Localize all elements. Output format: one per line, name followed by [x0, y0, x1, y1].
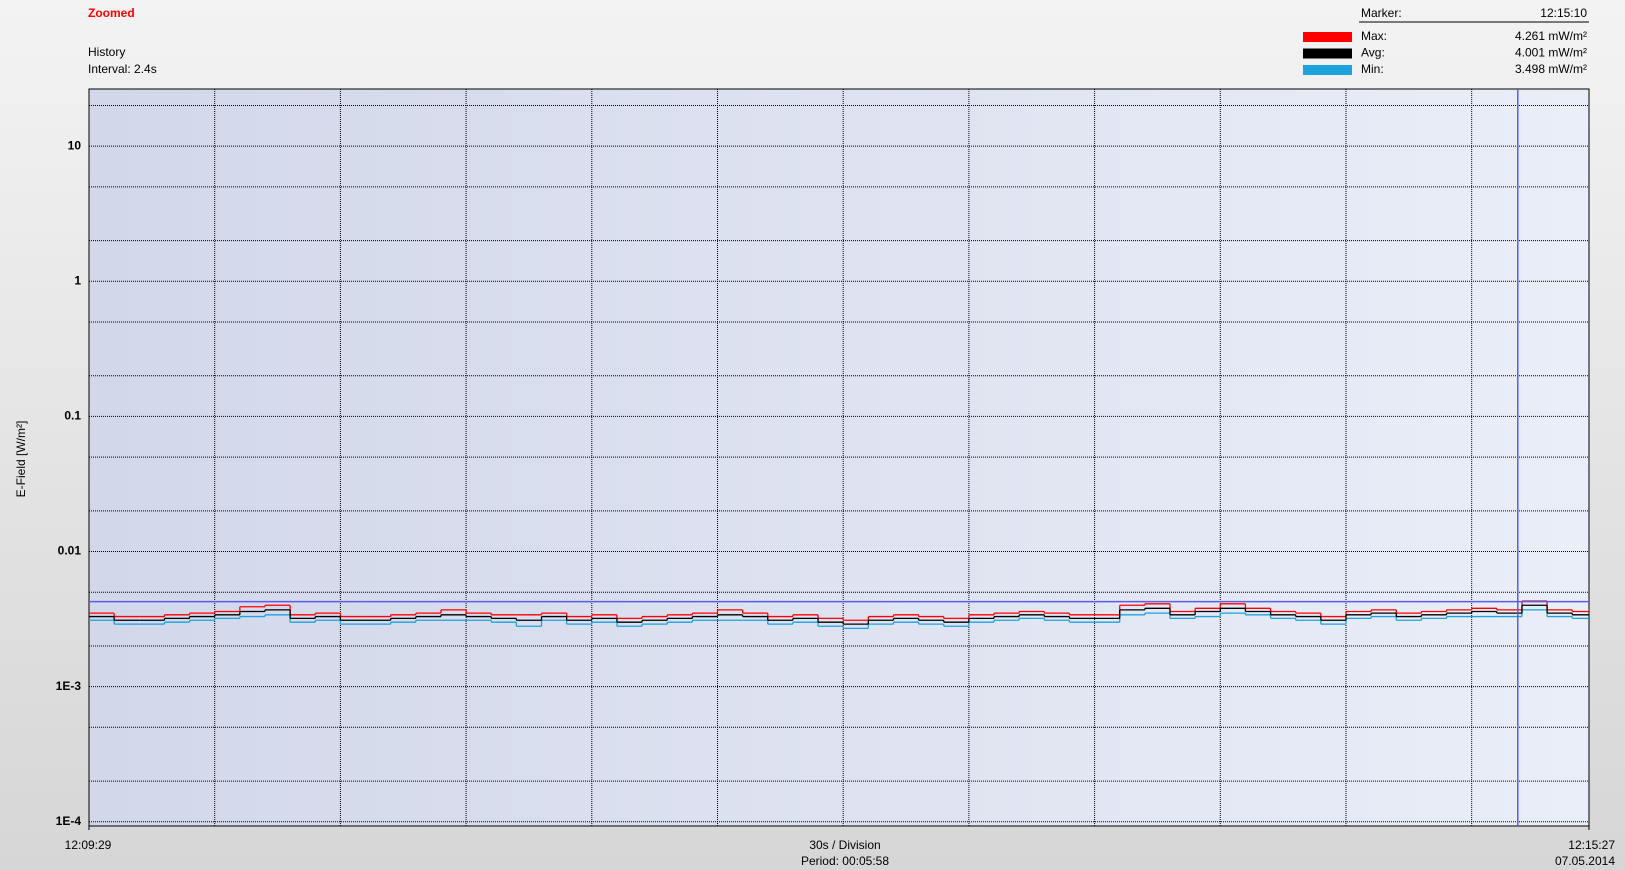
y-tick-label: 10 [68, 138, 82, 152]
y-tick-label: 0.1 [64, 409, 81, 423]
y-tick-label: 0.01 [58, 544, 82, 558]
legend-label: Avg: [1361, 46, 1385, 60]
x-tick-label: 12:09:29 [65, 838, 112, 852]
period-label: Period: 00:05:58 [801, 854, 889, 868]
y-axis-label: E-Field [W/m²] [14, 421, 28, 498]
marker-label: Marker: [1361, 6, 1402, 20]
x-tick-label: 12:15:27 [1568, 838, 1615, 852]
legend-swatch [1303, 65, 1352, 75]
legend-label: Max: [1361, 29, 1387, 43]
marker-time: 12:15:10 [1540, 6, 1587, 20]
legend-swatch [1303, 32, 1352, 42]
chart-title: Zoomed [88, 6, 135, 20]
legend-swatch [1303, 48, 1352, 59]
legend-value: 4.001 mW/m² [1515, 46, 1587, 60]
legend-value: 4.261 mW/m² [1515, 29, 1587, 43]
y-tick-label: 1 [74, 273, 81, 287]
legend-value: 3.498 mW/m² [1515, 62, 1587, 76]
mode-label: History [88, 45, 125, 59]
y-tick-label: 1E-3 [56, 679, 82, 693]
division-label: 30s / Division [809, 838, 880, 852]
date-label: 07.05.2014 [1555, 854, 1615, 868]
y-tick-label: 1E-4 [56, 814, 82, 828]
legend-label: Min: [1361, 62, 1384, 76]
interval-label: Interval: 2.4s [88, 62, 157, 76]
